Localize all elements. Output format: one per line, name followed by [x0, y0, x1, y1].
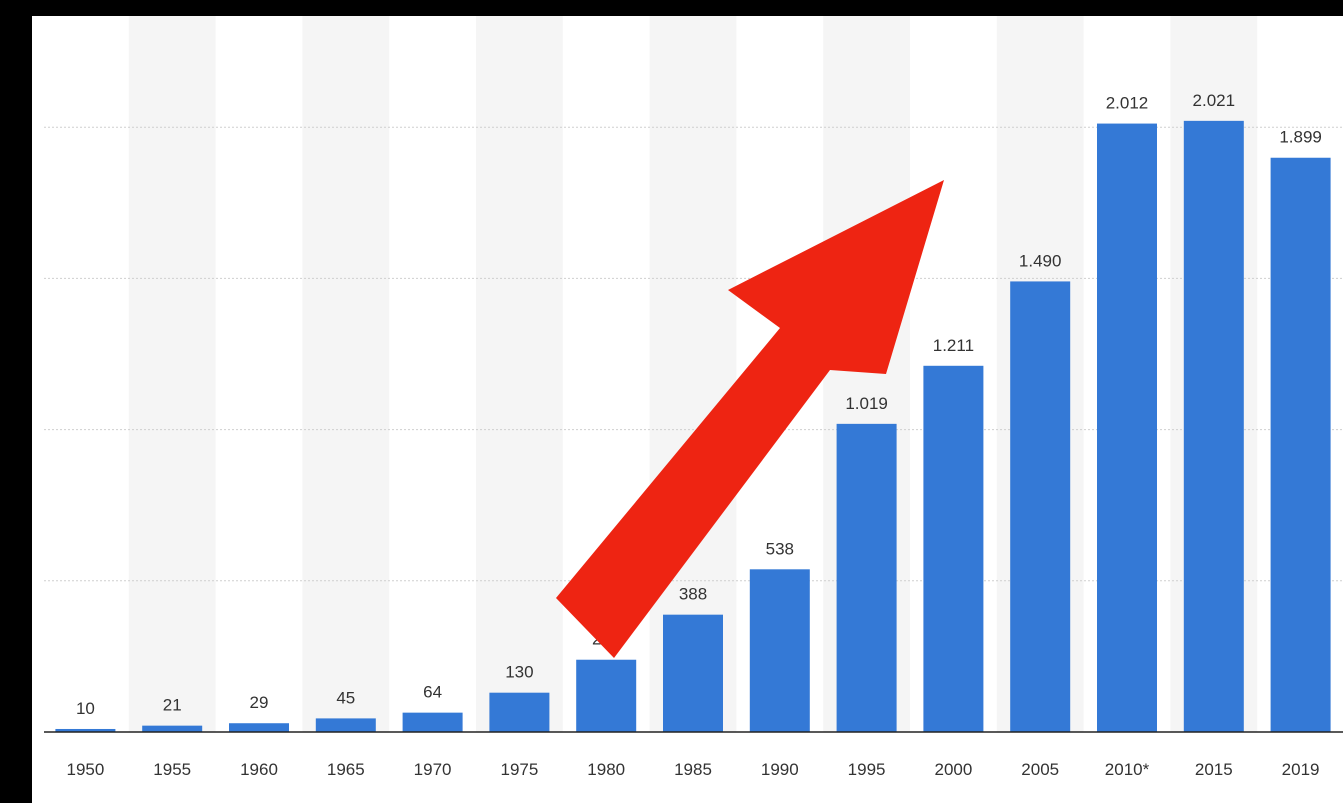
x-tick-label: 2015 — [1195, 760, 1233, 779]
value-label: 388 — [679, 585, 707, 604]
x-tick-label: 1975 — [500, 760, 538, 779]
x-tick-label: 1995 — [848, 760, 886, 779]
value-label: 10 — [76, 699, 95, 718]
red-arrow-icon — [556, 180, 944, 658]
x-tick-label: 1970 — [414, 760, 452, 779]
value-label: 2.021 — [1193, 91, 1236, 110]
bar — [229, 723, 289, 732]
bar — [923, 365, 984, 732]
column-band — [128, 16, 216, 732]
x-tick-label: 1965 — [327, 760, 365, 779]
x-tick-label: 1985 — [674, 760, 712, 779]
bar — [402, 712, 463, 732]
bar — [142, 725, 203, 732]
value-label: 1.490 — [1019, 251, 1062, 270]
bars — [55, 120, 1331, 733]
x-axis-tick-labels: 1950 1955 1960 1965 1970 1975 1980 1985 1990 1995… — [66, 760, 1319, 779]
x-tick-label: 1980 — [587, 760, 625, 779]
x-tick-label: 2010* — [1105, 760, 1150, 779]
x-tick-label: 2019 — [1282, 760, 1320, 779]
bar — [836, 423, 897, 732]
value-label: 21 — [163, 696, 182, 715]
x-tick-label: 1955 — [153, 760, 191, 779]
column-band — [302, 16, 390, 732]
value-label: 1.899 — [1279, 128, 1322, 147]
bar — [489, 692, 550, 732]
value-label: 1.019 — [845, 394, 888, 413]
value-label: 2.012 — [1106, 94, 1149, 113]
column-band — [476, 16, 563, 732]
bar — [576, 659, 637, 732]
value-label: 45 — [336, 688, 355, 707]
value-label: 130 — [505, 663, 533, 682]
value-label: 64 — [423, 683, 442, 702]
bar — [1270, 157, 1331, 732]
bar — [315, 718, 376, 732]
bar — [749, 569, 810, 732]
x-tick-label: 2005 — [1021, 760, 1059, 779]
x-tick-label: 1990 — [761, 760, 799, 779]
value-label: 538 — [766, 539, 794, 558]
column-band — [649, 16, 737, 732]
x-tick-label: 1960 — [240, 760, 278, 779]
gridlines — [44, 126, 1343, 582]
x-tick-label: 2000 — [934, 760, 972, 779]
value-label: 1.211 — [933, 336, 974, 355]
value-label: 29 — [250, 693, 269, 712]
bar — [663, 614, 723, 732]
x-tick-label: 1950 — [66, 760, 104, 779]
bar — [1010, 281, 1071, 732]
bar — [55, 728, 116, 732]
bar — [1097, 123, 1157, 733]
bar — [1183, 120, 1244, 732]
